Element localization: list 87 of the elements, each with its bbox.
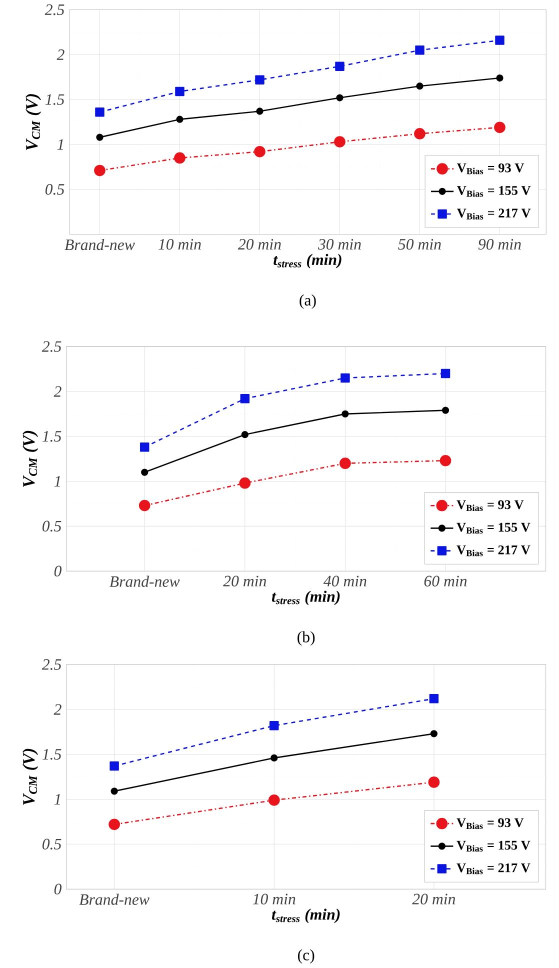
point [334, 136, 346, 148]
text: (b) [298, 631, 315, 646]
point [429, 694, 439, 704]
point [496, 74, 504, 82]
y-tick-label: 1 [54, 476, 60, 487]
point [430, 730, 438, 738]
point [270, 720, 279, 730]
point [174, 152, 186, 164]
point [94, 164, 106, 176]
point [336, 94, 344, 102]
y-tick-label: 2.5 [42, 659, 62, 670]
point [255, 75, 265, 84]
text: V$_{CM}$ (V) [22, 748, 38, 805]
y-tick-label: 2 [56, 49, 64, 60]
point [140, 442, 150, 452]
x-tick-label: 20 min [238, 238, 282, 250]
point [416, 82, 424, 90]
y-tick-label: 0.5 [42, 520, 62, 532]
point [415, 46, 425, 55]
text: (a) [300, 294, 316, 309]
x-tick-label: Brand-new [79, 894, 150, 905]
y-tick-label: 2.5 [45, 4, 64, 16]
legend-label: V$_{Bias}$ = 155 V [456, 840, 530, 852]
legend-label: V$_{Bias}$ = 217 V [457, 208, 531, 220]
point [96, 134, 104, 141]
point [176, 116, 184, 123]
text: (c) [298, 949, 314, 964]
y-tick-label: 0 [54, 566, 62, 576]
point [428, 776, 440, 788]
point [335, 62, 345, 71]
point [440, 454, 452, 466]
y-tick-label: 1 [54, 794, 60, 804]
legend-label: V$_{Bias}$ = 155 V [457, 186, 531, 197]
x-tick-label: 90 min [478, 238, 522, 250]
y-tick-label: 0 [54, 884, 62, 894]
text: V$_{CM}$ (V) [22, 430, 38, 487]
point [340, 373, 350, 383]
x-tick-label: 60 min [424, 576, 467, 586]
point [95, 108, 105, 117]
point [442, 406, 450, 414]
point [254, 146, 266, 158]
x-tick-label: 10 min [158, 238, 202, 250]
point [110, 788, 118, 795]
x-tick-label: 50 min [398, 238, 442, 250]
x-tick-label: 20 min [412, 894, 456, 904]
text: t$_{stress}$ (min) [272, 590, 340, 606]
point [175, 86, 185, 96]
legend-label: V$_{Bias}$ = 93 V [457, 163, 524, 174]
text: t$_{stress}$ (min) [272, 908, 340, 924]
point [242, 431, 249, 438]
point [139, 500, 150, 512]
x-tick-label: 20 min [223, 576, 266, 586]
y-tick-label: 2 [54, 704, 62, 715]
x-tick-label: 40 min [324, 576, 367, 586]
point [494, 122, 506, 134]
point [414, 128, 426, 140]
point [342, 410, 349, 418]
y-tick-label: 2 [54, 386, 62, 397]
text: V$_{CM}$ (V) [26, 94, 42, 150]
point [340, 458, 352, 470]
legend-label: V$_{Bias}$ = 155 V [456, 522, 530, 534]
point [256, 108, 264, 115]
y-tick-label: 1.5 [42, 431, 62, 442]
point [240, 394, 250, 404]
legend-label: V$_{Bias}$ = 93 V [456, 500, 524, 512]
text: t$_{stress}$ (min) [274, 254, 342, 268]
x-tick-label: 10 min [253, 894, 296, 904]
y-tick-label: 1.5 [46, 94, 64, 105]
point [141, 468, 148, 476]
point [239, 477, 251, 489]
legend-label: V$_{Bias}$ = 217 V [456, 545, 530, 556]
y-tick-label: 0.5 [46, 184, 64, 195]
point [268, 794, 280, 806]
legend-label: V$_{Bias}$ = 217 V [456, 863, 530, 874]
point [110, 761, 120, 771]
point [108, 818, 120, 830]
point [495, 36, 505, 45]
y-tick-label: 1 [57, 139, 64, 150]
x-tick-label: Brand-new [110, 576, 180, 587]
y-tick-label: 2.5 [42, 341, 62, 352]
point [441, 368, 450, 378]
x-tick-label: 30 min [318, 238, 362, 250]
x-tick-label: Brand-new [64, 238, 136, 250]
point [270, 754, 278, 762]
y-tick-label: 1.5 [42, 749, 62, 760]
y-tick-label: 0.5 [42, 838, 62, 850]
legend-label: V$_{Bias}$ = 93 V [456, 818, 524, 830]
